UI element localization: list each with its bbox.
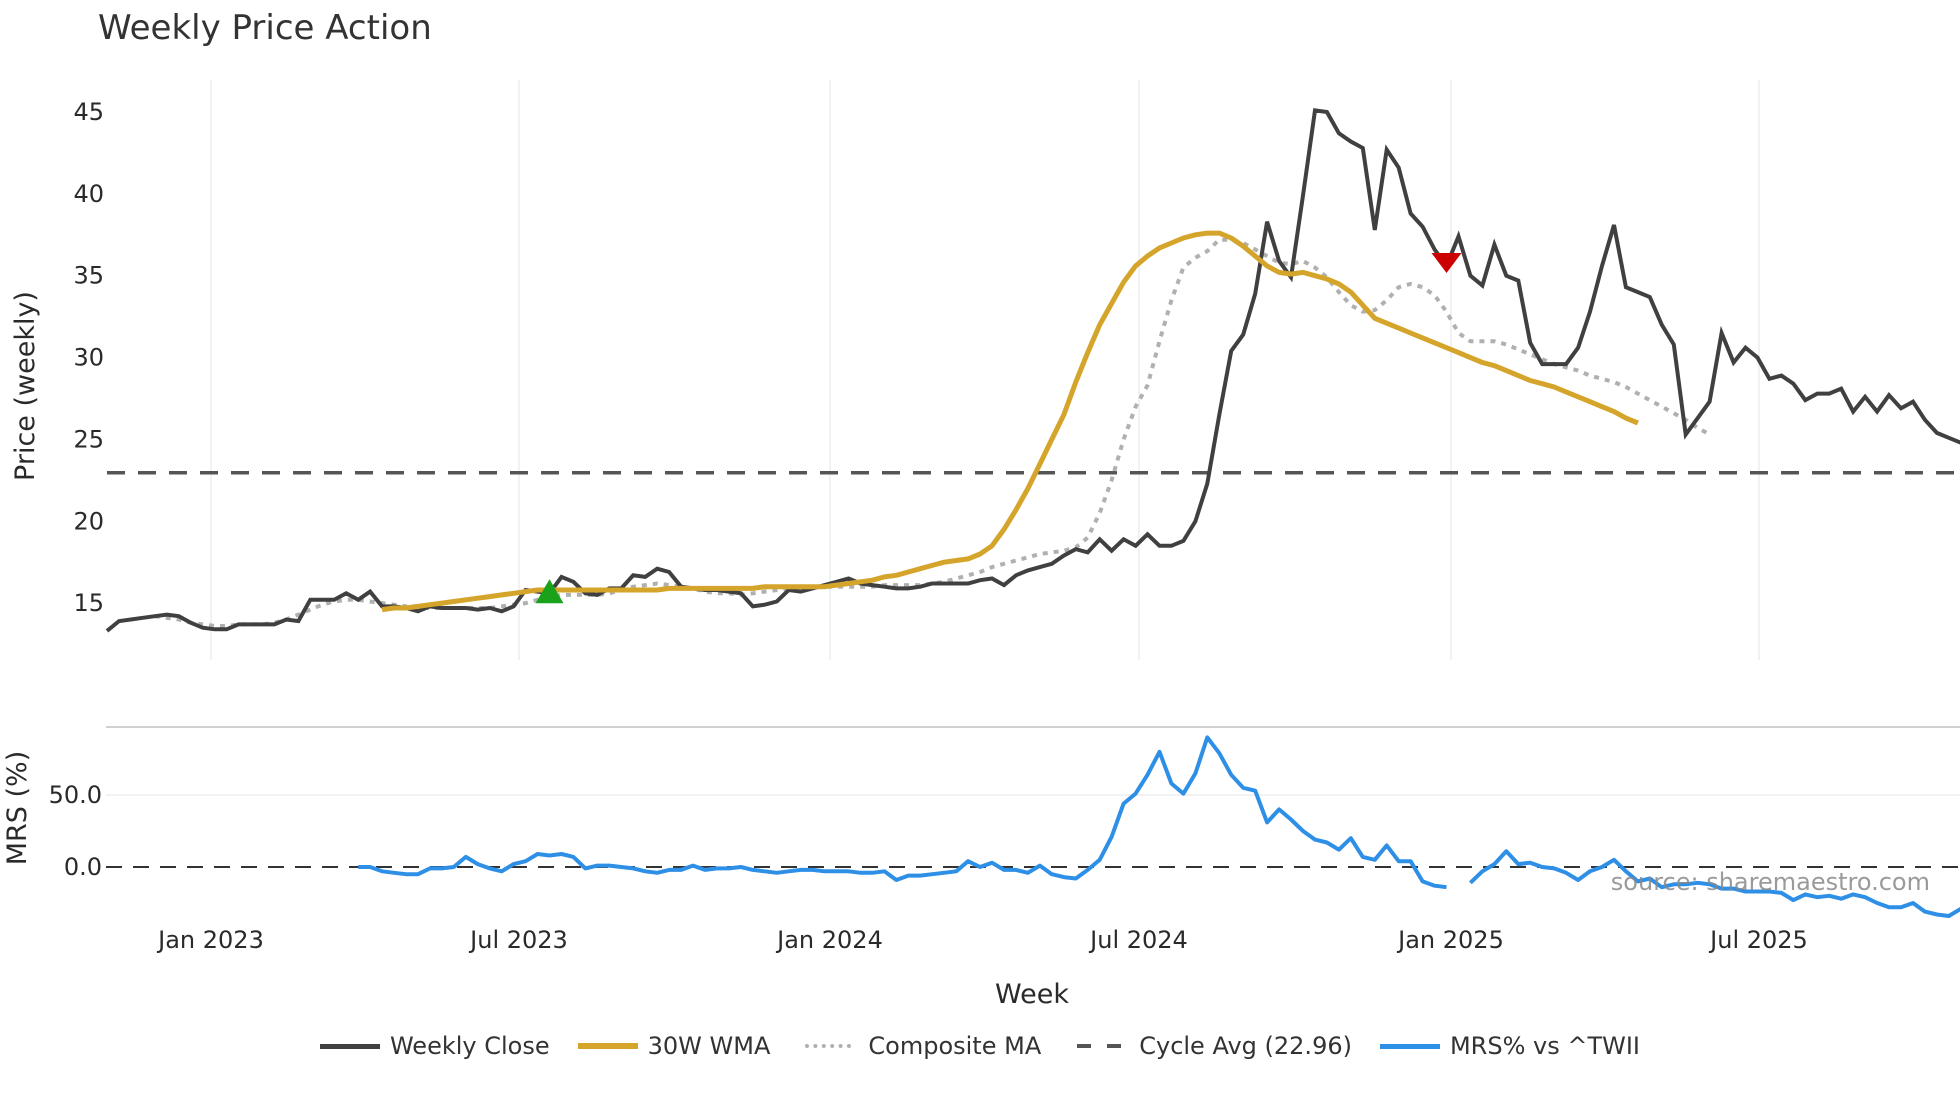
mrs-axis-title: MRS (%)	[2, 751, 33, 866]
price-tick-label: 15	[73, 589, 104, 617]
legend-label: MRS% vs ^TWII	[1449, 1032, 1641, 1060]
legend-item-weekly-close[interactable]: Weekly Close	[319, 1032, 550, 1060]
legend-label: Cycle Avg (22.96)	[1139, 1032, 1352, 1060]
series-lines	[105, 108, 1960, 918]
buy-signal-triangle-up-icon	[535, 579, 564, 604]
price-tick-label: 25	[73, 425, 104, 453]
chart-title: Weekly Price Action	[98, 8, 432, 48]
price-tick-label: 30	[73, 344, 104, 372]
composite-ma-line	[154, 237, 1711, 628]
wma-swatch-icon	[577, 1043, 638, 1049]
legend: Weekly Close 30W WMA Composite MA Cycle …	[0, 1032, 1960, 1060]
price-axis-title: Price (weekly)	[10, 291, 41, 481]
x-tick-label: Jul 2024	[1088, 926, 1188, 954]
gridlines	[106, 80, 1960, 868]
x-tick-label: Jul 2023	[468, 926, 568, 954]
x-tick-label: Jan 2024	[775, 926, 883, 954]
price-tick-label: 20	[73, 507, 104, 535]
x-tick-label: Jul 2025	[1708, 926, 1808, 954]
mrs-tick-label: 0.0	[64, 853, 102, 881]
legend-item-cycle-avg[interactable]: Cycle Avg (22.96)	[1069, 1032, 1352, 1060]
mrs-swatch-icon	[1379, 1043, 1440, 1049]
legend-label: 30W WMA	[647, 1032, 771, 1060]
price-tick-label: 45	[73, 98, 104, 126]
cycle-swatch-icon	[1077, 1044, 1122, 1048]
chart-canvas: Jan 2023 Jul 2023 Jan 2024 Jul 2024 Jan 2025…	[2, 80, 1960, 1010]
x-tick-label: Jan 2023	[156, 926, 264, 954]
signal-markers	[535, 252, 1462, 604]
source-watermark: source: sharemaestro.com	[1611, 868, 1930, 896]
composite-swatch-icon	[805, 1044, 852, 1048]
legend-label: Weekly Close	[389, 1032, 550, 1060]
weekly-close-swatch-icon	[319, 1043, 380, 1049]
price-tick-label: 40	[73, 180, 104, 208]
wma-line	[381, 230, 1639, 613]
weekly-close-line	[105, 108, 1960, 633]
mrs-tick-label: 50.0	[49, 781, 102, 809]
sell-signal-triangle-down-icon	[1431, 252, 1462, 273]
x-tick-label: Jan 2025	[1396, 926, 1504, 954]
price-tick-label: 35	[73, 262, 104, 290]
mrs-line	[358, 735, 1960, 918]
x-axis-title: Week	[995, 979, 1069, 1010]
axis-labels: Jan 2023 Jul 2023 Jan 2024 Jul 2024 Jan 2025…	[2, 98, 1808, 1010]
legend-label: Composite MA	[868, 1032, 1042, 1060]
legend-item-30w-wma[interactable]: 30W WMA	[577, 1032, 771, 1060]
legend-item-composite-ma[interactable]: Composite MA	[798, 1032, 1041, 1060]
legend-item-mrs[interactable]: MRS% vs ^TWII	[1379, 1032, 1641, 1060]
